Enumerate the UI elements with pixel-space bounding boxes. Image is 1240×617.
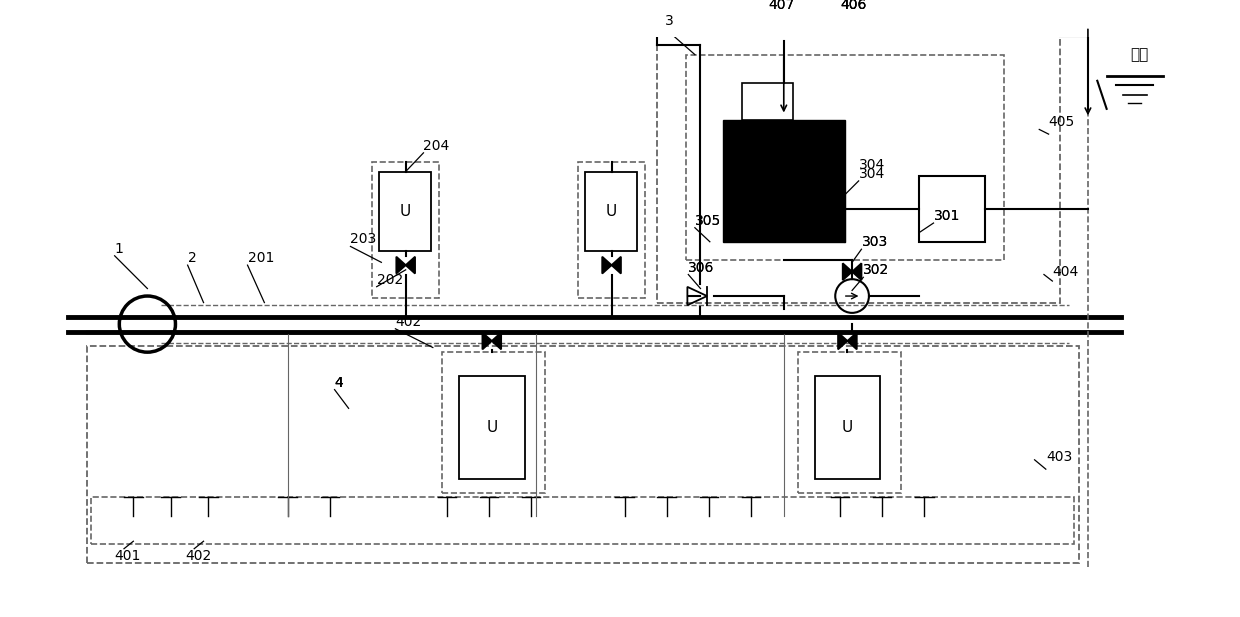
Polygon shape [847,333,857,349]
Text: 407: 407 [768,0,794,12]
Text: 302: 302 [863,263,889,277]
Text: 401: 401 [114,549,141,563]
Text: 403: 403 [1045,450,1073,465]
Text: 303: 303 [862,235,888,249]
Polygon shape [482,333,492,349]
Text: 402: 402 [185,549,211,563]
Text: 302: 302 [863,263,889,277]
Polygon shape [843,263,852,280]
Polygon shape [603,257,611,273]
Bar [723,120,844,242]
Polygon shape [611,257,621,273]
Bar [657,36,1060,302]
Bar [742,83,794,120]
Bar [797,352,900,492]
Text: 303: 303 [862,235,888,249]
Polygon shape [405,257,415,273]
Text: 202: 202 [377,273,403,287]
Bar [372,162,439,298]
Text: 1: 1 [114,242,124,256]
Text: 电网: 电网 [1130,47,1148,62]
Bar [92,497,1074,544]
Text: 203: 203 [351,233,377,246]
Polygon shape [838,333,847,349]
Text: 406: 406 [839,0,867,12]
Polygon shape [492,333,501,349]
Text: 3: 3 [665,14,673,28]
Text: 301: 301 [934,209,960,223]
Text: U: U [842,420,853,434]
Bar [379,172,432,251]
Text: 304: 304 [858,157,885,172]
Text: 304: 304 [858,167,885,181]
Text: U: U [399,204,410,219]
Text: 201: 201 [248,251,274,265]
Bar [443,352,546,492]
Text: 305: 305 [694,213,722,228]
Polygon shape [852,263,862,280]
Text: 406: 406 [839,0,867,12]
Text: 305: 305 [694,213,722,228]
Text: 406: 406 [839,0,867,12]
Bar [459,376,525,479]
Text: 4: 4 [335,376,343,389]
Bar [920,176,985,242]
Text: 402: 402 [396,315,422,329]
Bar [815,376,880,479]
Bar [686,54,1003,260]
Text: 407: 407 [768,0,794,12]
Text: U: U [486,420,497,434]
Bar [87,346,1079,563]
Text: 306: 306 [688,260,714,275]
Text: 405: 405 [1049,115,1075,130]
Text: 4: 4 [335,376,343,389]
Text: 404: 404 [1053,265,1079,279]
Text: 4: 4 [335,376,343,389]
Text: U: U [605,204,616,219]
Text: 306: 306 [688,260,714,275]
Bar [585,172,637,251]
Polygon shape [397,257,405,273]
Text: 204: 204 [424,139,450,153]
Text: 301: 301 [934,209,960,223]
Text: 2: 2 [187,251,196,265]
Bar [578,162,645,298]
